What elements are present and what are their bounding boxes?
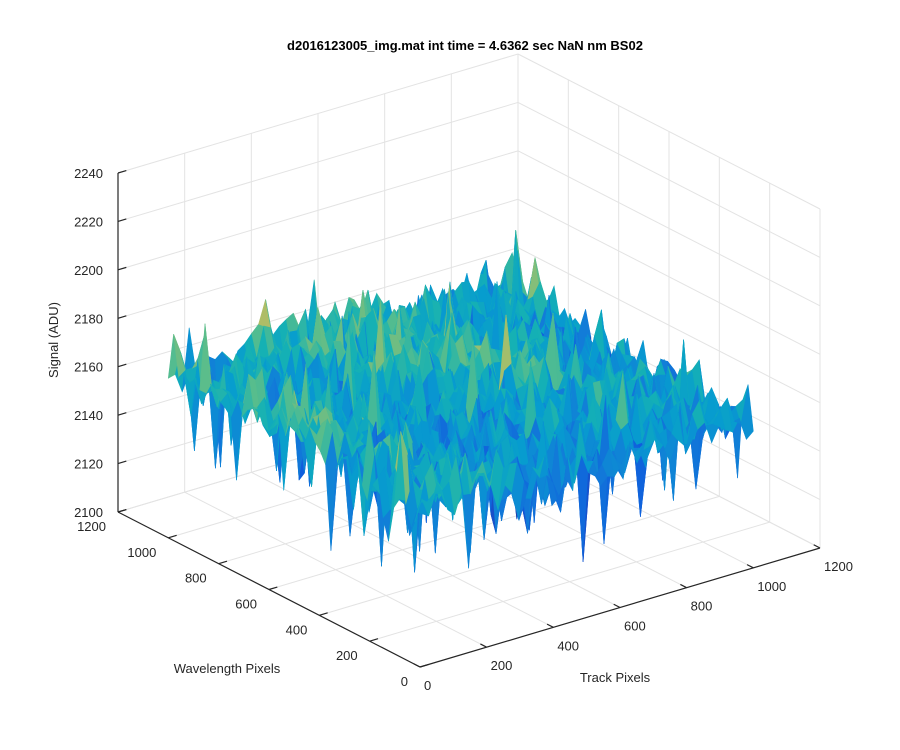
y-tick <box>218 560 228 565</box>
x-tick-label: 1000 <box>757 579 786 594</box>
x-tick <box>813 544 821 549</box>
z-axis-label: Signal (ADU) <box>46 302 61 378</box>
y-tick <box>369 638 379 642</box>
z-tick <box>117 169 127 174</box>
surface-patch <box>258 299 272 329</box>
z-tick-label: 2200 <box>74 263 103 278</box>
z-tick-label: 2240 <box>74 166 103 181</box>
z-tick-label: 2100 <box>74 505 103 520</box>
grid-line <box>117 247 519 368</box>
grid-line <box>517 247 821 404</box>
x-axis-label: Track Pixels <box>580 670 651 685</box>
y-tick-label: 1000 <box>127 545 156 560</box>
x-tick <box>413 663 421 668</box>
y-tick-label: 200 <box>336 648 358 663</box>
x-tick <box>680 583 687 589</box>
y-tick-label: 0 <box>401 674 408 689</box>
y-tick-label: 1200 <box>77 519 106 534</box>
grid-line <box>117 53 519 174</box>
y-tick <box>168 534 177 539</box>
z-tick <box>117 218 127 223</box>
x-tick <box>546 623 554 628</box>
grid-line <box>517 101 821 258</box>
y-tick-label: 800 <box>185 571 207 586</box>
grid-line <box>517 198 821 355</box>
z-tick <box>117 266 127 271</box>
x-tick-label: 400 <box>557 638 579 653</box>
y-axis-label: Wavelength Pixels <box>174 661 281 676</box>
grid-line <box>369 521 770 642</box>
x-tick-label: 800 <box>691 599 713 614</box>
z-tick <box>117 412 127 416</box>
x-tick-label: 200 <box>491 658 513 673</box>
grid-line <box>117 198 519 319</box>
y-tick-label: 400 <box>286 622 308 637</box>
y-tick <box>419 663 429 668</box>
grid-line <box>517 150 821 307</box>
surface-patch <box>740 384 754 440</box>
z-tick-label: 2120 <box>74 457 103 472</box>
x-tick <box>480 643 487 648</box>
x-tick <box>746 564 754 569</box>
z-tick <box>117 508 127 513</box>
z-tick <box>117 460 127 465</box>
y-tick <box>268 586 278 591</box>
z-tick-label: 2140 <box>74 408 103 423</box>
grid-line <box>117 150 519 271</box>
z-tick-label: 2220 <box>74 214 103 229</box>
surface-plot <box>167 230 754 573</box>
axes-front <box>117 169 821 668</box>
x-tick-label: 0 <box>424 678 431 693</box>
x-tick <box>613 603 621 609</box>
y-tick-label: 600 <box>235 597 257 612</box>
chart-title: d2016123005_img.mat int time = 4.6362 se… <box>287 38 643 53</box>
grid-line <box>319 495 720 616</box>
z-tick <box>117 315 127 319</box>
grid-line <box>517 53 821 210</box>
z-tick-label: 2180 <box>74 311 103 326</box>
grid-line <box>117 101 519 222</box>
z-tick <box>117 363 127 368</box>
x-tick-label: 600 <box>624 619 646 634</box>
x-tick-label: 1200 <box>824 559 853 574</box>
tick-labels: 0 200 400 600 800 1000 1200 0 200 400 600 800 1000 12… <box>74 166 853 693</box>
y-tick <box>319 612 328 616</box>
z-tick-label: 2160 <box>74 360 103 375</box>
